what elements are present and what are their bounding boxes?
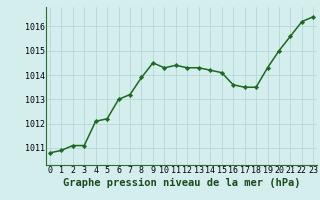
X-axis label: Graphe pression niveau de la mer (hPa): Graphe pression niveau de la mer (hPa): [63, 178, 300, 188]
